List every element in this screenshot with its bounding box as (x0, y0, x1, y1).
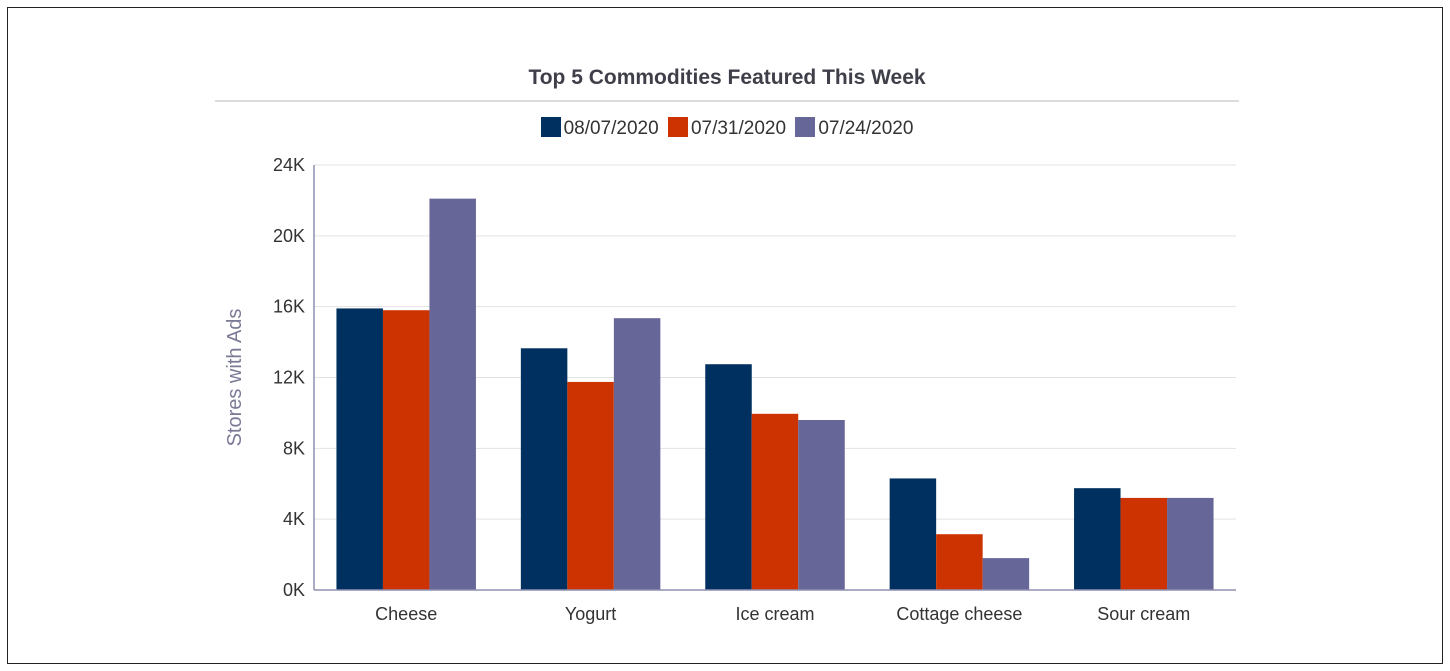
legend-label-series-3: 07/24/2020 (818, 118, 914, 139)
y-tick-label: 0K (283, 580, 305, 600)
bars (336, 198, 1214, 591)
x-tick-label: Cottage cheese (896, 604, 1022, 624)
x-tick-label: Cheese (375, 604, 437, 624)
y-tick-label: 20K (273, 226, 305, 246)
legend-swatch-series-2 (667, 117, 688, 137)
axes (313, 165, 1236, 591)
bar-yogurt-series-2[interactable] (567, 381, 614, 590)
x-tick-labels: Cheese Yogurt Ice cream Cottage cheese Sour … (375, 604, 1190, 624)
bar-ice-cream-series-1[interactable] (705, 364, 752, 590)
bar-cottage-cheese-series-3[interactable] (982, 558, 1030, 590)
bar-sour-cream-series-1[interactable] (1074, 488, 1121, 590)
legend-item-series-3[interactable]: 07/24/2020 (795, 117, 913, 140)
bar-cheese-series-2[interactable] (382, 310, 430, 590)
y-tick-labels: 0K 4K 8K 12K 16K 20K 24K (273, 155, 305, 600)
bar-cheese-series-3[interactable] (429, 198, 476, 591)
legend-item-series-1[interactable]: 08/07/2020 (540, 117, 659, 140)
legend-swatch-series-3 (795, 117, 816, 137)
legend-label-series-1: 08/07/2020 (563, 118, 659, 139)
bar-ice-cream-series-2[interactable] (751, 413, 799, 590)
bar-yogurt-series-3[interactable] (613, 318, 661, 590)
y-tick-label: 8K (283, 438, 305, 458)
y-tick-label: 12K (273, 368, 305, 388)
x-tick-label: Yogurt (565, 604, 616, 624)
bar-cottage-cheese-series-2[interactable] (936, 534, 983, 590)
bar-cheese-series-1[interactable] (336, 308, 383, 590)
x-tick-label: Ice cream (735, 604, 814, 624)
y-tick-label: 24K (273, 155, 305, 175)
legend-label-series-2: 07/31/2020 (690, 118, 787, 139)
bar-yogurt-series-1[interactable] (520, 348, 568, 590)
y-axis-title: Stores with Ads (224, 309, 246, 447)
x-tick-label: Sour cream (1097, 604, 1190, 624)
chart-legend[interactable]: 08/07/2020 07/31/2020 07/24/2020 (215, 117, 1239, 140)
bar-sour-cream-series-2[interactable] (1120, 497, 1168, 590)
chart-title: Top 5 Commodities Featured This Week (528, 66, 926, 89)
y-tick-label: 4K (283, 509, 305, 529)
bar-sour-cream-series-3[interactable] (1167, 497, 1214, 590)
legend-swatch-series-1 (540, 117, 561, 137)
y-tick-label: 16K (273, 297, 305, 317)
title-divider (215, 100, 1239, 102)
bar-cottage-cheese-series-1[interactable] (889, 478, 937, 590)
legend-item-series-2[interactable]: 07/31/2020 (667, 117, 787, 140)
bar-ice-cream-series-3[interactable] (798, 420, 845, 590)
